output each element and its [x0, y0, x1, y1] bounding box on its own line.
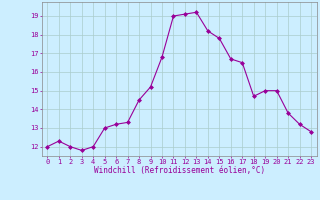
X-axis label: Windchill (Refroidissement éolien,°C): Windchill (Refroidissement éolien,°C) — [94, 166, 265, 175]
